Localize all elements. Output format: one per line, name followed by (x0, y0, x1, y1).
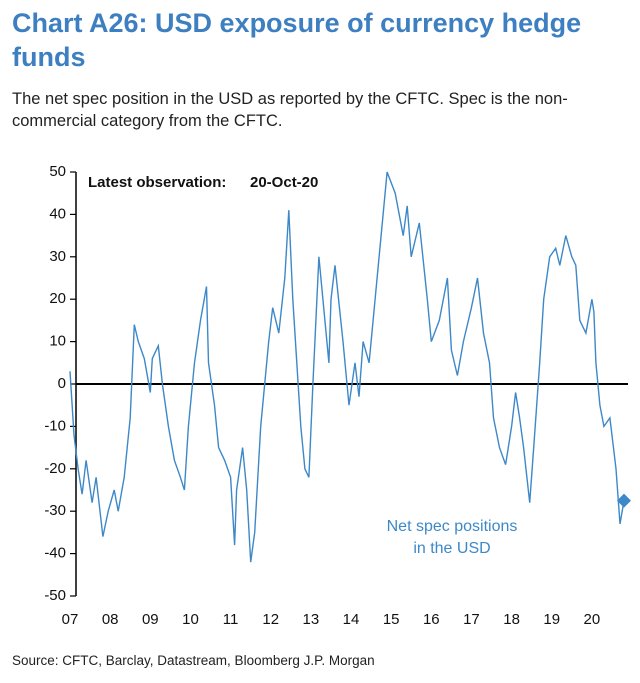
data-line (69, 171, 625, 563)
annotation: 20-Oct-20 (250, 174, 318, 191)
y-tick-label: 30 (49, 248, 66, 265)
x-tick-label: 15 (383, 611, 400, 628)
chart-subtitle: The net spec position in the USD as repo… (12, 90, 568, 130)
series-label: Net spec positions in the USD (387, 518, 518, 557)
y-tick-label: -30 (44, 502, 66, 519)
x-tick-label: 12 (262, 611, 279, 628)
x-tick-label: 18 (503, 611, 520, 628)
annotation: Latest observation: (88, 174, 226, 191)
y-tick-label: -10 (44, 417, 66, 434)
x-tick-label: 16 (423, 611, 440, 628)
y-tick-label: 50 (49, 163, 66, 180)
x-tick-label: 19 (543, 611, 560, 628)
x-tick-label: 10 (182, 611, 199, 628)
x-tick-label: 08 (102, 611, 119, 628)
x-tick-label: 14 (343, 611, 360, 628)
chart-title: Chart A26: USD exposure of currency hedg… (12, 8, 582, 72)
y-tick-label: -20 (44, 460, 66, 477)
x-tick-label: 17 (463, 611, 480, 628)
y-tick-label: 20 (49, 290, 66, 307)
y-tick-label: 0 (58, 375, 66, 392)
y-tick-label: 40 (49, 205, 66, 222)
y-tick-label: -40 (44, 545, 66, 562)
x-tick-label: 11 (223, 611, 239, 628)
source-note: Source: CFTC, Barclay, Datastream, Bloom… (12, 653, 375, 668)
y-tick-label: 10 (49, 333, 66, 350)
x-tick-label: 20 (584, 611, 601, 628)
x-tick-label: 07 (62, 611, 79, 628)
x-tick-label: 13 (303, 611, 320, 628)
latest-marker (616, 493, 631, 508)
y-tick-label: -50 (44, 587, 66, 604)
x-tick-label: 09 (142, 611, 159, 628)
